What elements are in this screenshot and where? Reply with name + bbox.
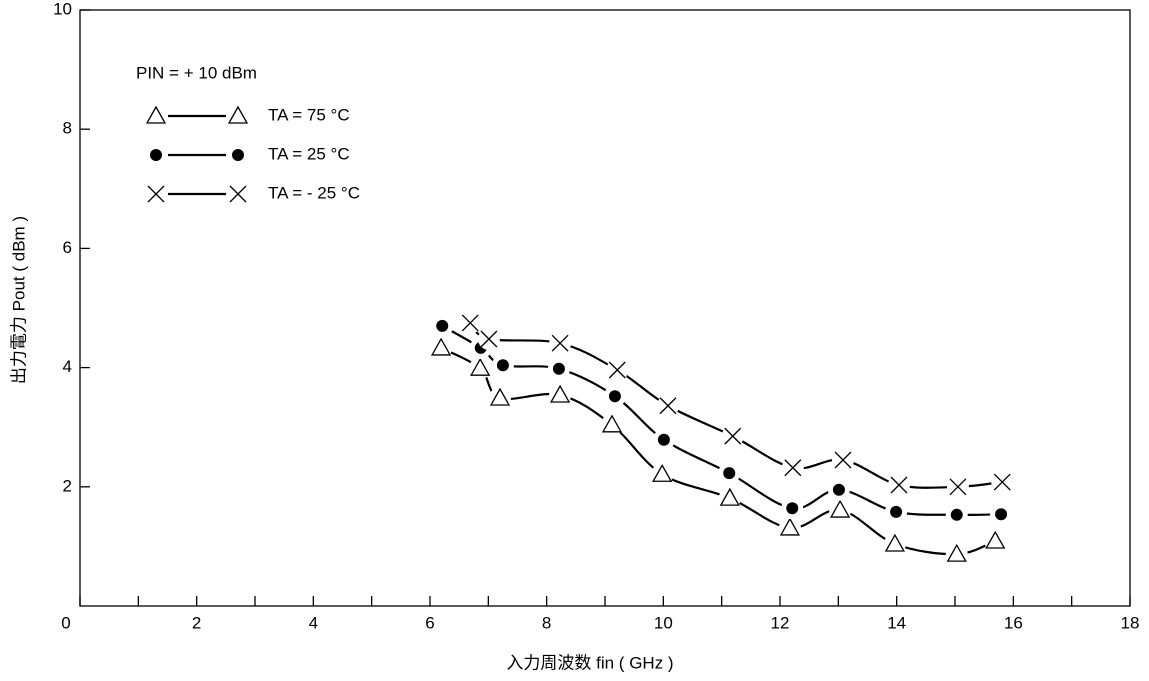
marker-dot	[608, 390, 621, 403]
marker-dot	[832, 483, 845, 496]
x-tick-label: 0	[61, 613, 70, 632]
y-axis-label: 出力電力 Pout ( dBm )	[9, 216, 28, 384]
legend-marker	[232, 149, 244, 161]
marker-cross	[608, 361, 626, 379]
legend-marker	[227, 105, 249, 124]
marker-dot	[995, 508, 1008, 521]
legend-marker	[147, 185, 165, 203]
legend-marker	[145, 105, 167, 124]
y-tick-label: 4	[63, 357, 72, 376]
marker-cross	[724, 427, 742, 445]
marker-triangle	[470, 357, 491, 376]
marker-dot	[552, 362, 565, 375]
x-tick-label: 2	[192, 613, 201, 632]
legend-label: TA = 75 °C	[268, 105, 350, 124]
marker-triangle	[489, 387, 511, 406]
x-tick-label: 12	[771, 613, 790, 632]
marker-dot	[786, 502, 799, 515]
x-axis-label: 入力周波数 fin ( GHz )	[506, 653, 673, 672]
x-tick-label: 18	[1121, 613, 1140, 632]
marker-triangle	[985, 530, 1006, 549]
marker-dot	[657, 433, 670, 446]
marker-dot	[436, 319, 449, 332]
legend-marker	[150, 149, 162, 161]
x-tick-label: 10	[654, 613, 673, 632]
x-tick-label: 4	[309, 613, 318, 632]
marker-cross	[784, 459, 802, 477]
x-tick-label: 6	[425, 613, 434, 632]
marker-dot	[950, 508, 963, 521]
legend-label: TA = 25 °C	[268, 144, 350, 163]
legend-marker	[229, 185, 247, 203]
y-tick-label: 8	[63, 119, 72, 138]
x-tick-label: 14	[887, 613, 906, 632]
marker-triangle	[884, 533, 906, 552]
series-line	[440, 346, 996, 556]
x-tick-label: 8	[542, 613, 551, 632]
marker-cross	[551, 334, 569, 352]
marker-cross	[949, 478, 967, 496]
marker-triangle	[430, 337, 452, 356]
plot-frame	[79, 9, 1131, 607]
y-tick-label: 2	[63, 476, 72, 495]
annotation: PIN = + 10 dBm	[136, 63, 257, 82]
marker-triangle	[779, 517, 801, 536]
x-tick-label: 16	[1004, 613, 1023, 632]
marker-triangle	[652, 463, 673, 482]
marker-cross	[659, 397, 677, 415]
marker-dot	[723, 467, 736, 480]
marker-triangle	[549, 384, 571, 403]
marker-triangle	[946, 543, 967, 562]
marker-dot	[496, 359, 509, 372]
marker-triangle	[829, 499, 851, 518]
y-tick-label: 6	[63, 238, 72, 257]
marker-triangle	[719, 487, 740, 506]
marker-cross	[993, 473, 1011, 491]
marker-dot	[890, 505, 903, 518]
marker-triangle	[601, 414, 623, 433]
y-tick-label: 10	[53, 0, 72, 18]
marker-cross	[480, 330, 498, 348]
marker-cross	[834, 451, 852, 469]
marker-cross	[461, 314, 479, 332]
marker-cross	[890, 476, 908, 494]
legend-label: TA = - 25 °C	[268, 183, 360, 202]
